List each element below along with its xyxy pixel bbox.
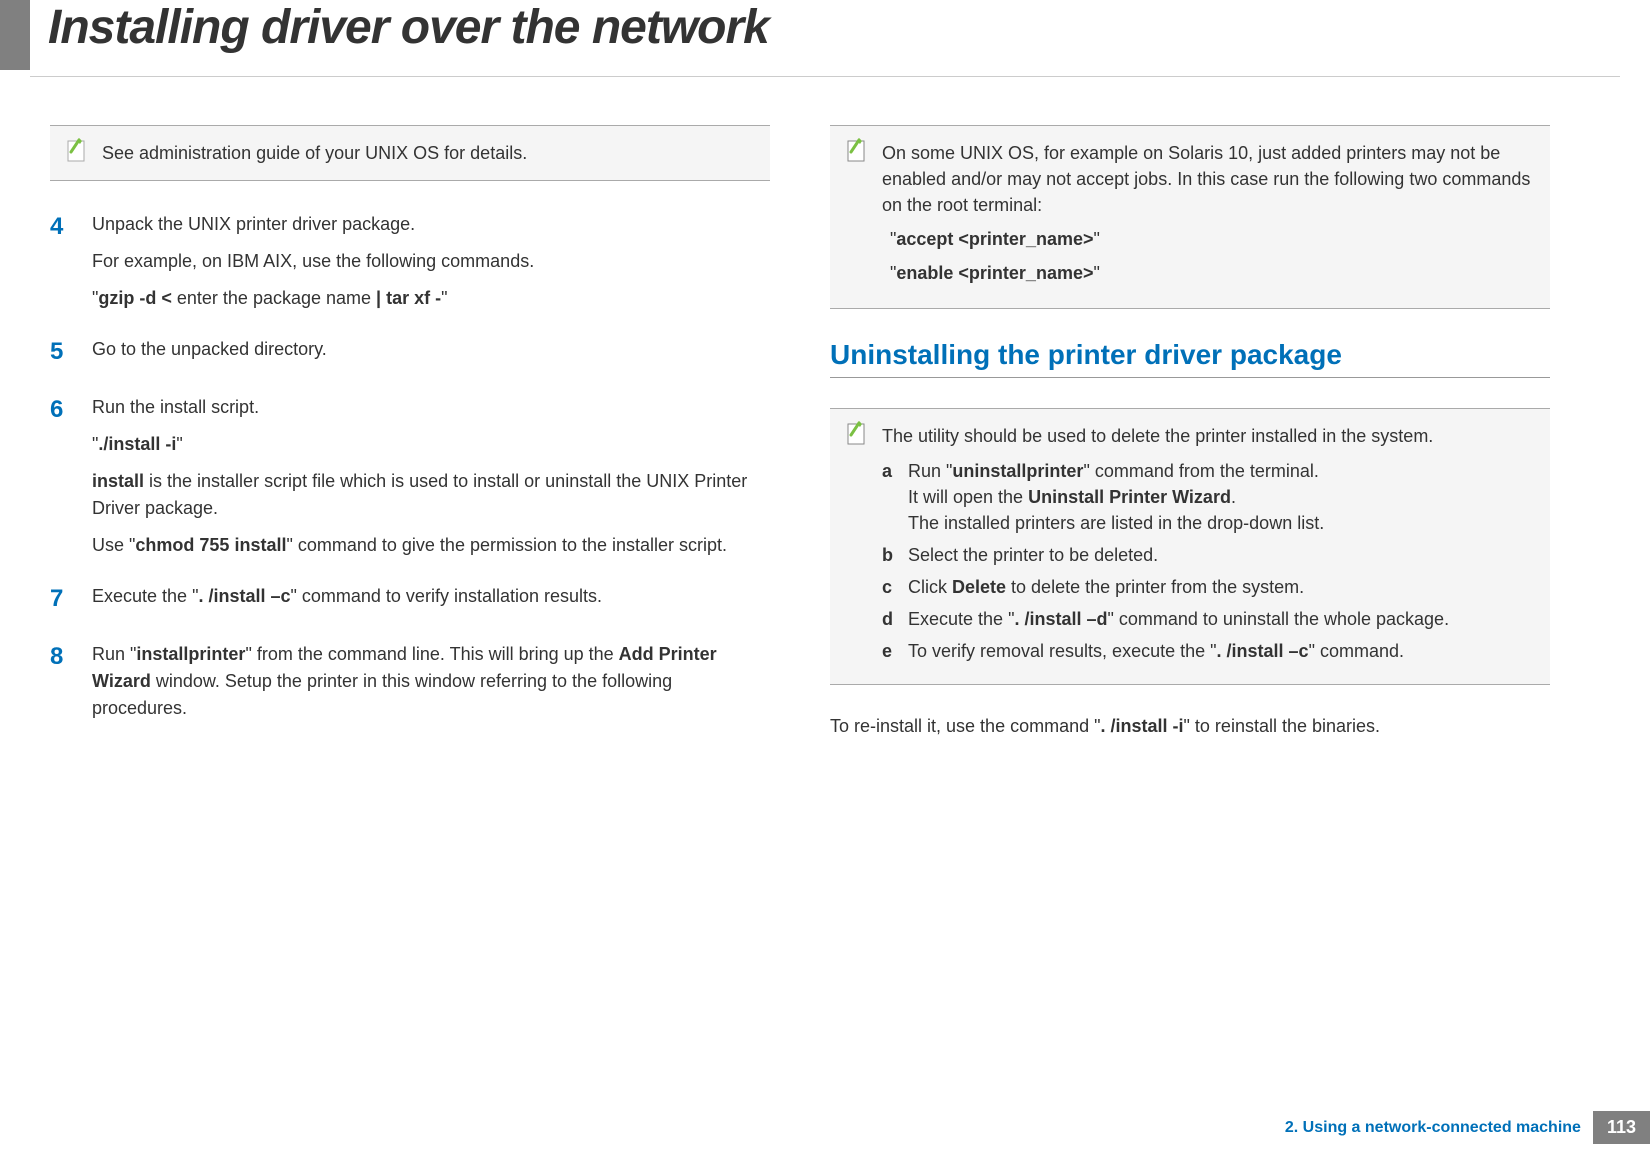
note-box-3: The utility should be used to delete the…	[830, 408, 1550, 685]
step-content: Execute the ". /install –c" command to v…	[92, 581, 770, 617]
substep-content: Execute the ". /install –d" command to u…	[908, 606, 1532, 632]
substep-d: d Execute the ". /install –d" command to…	[882, 606, 1532, 632]
substep-e: e To verify removal results, execute the…	[882, 638, 1532, 664]
content-area: See administration guide of your UNIX OS…	[0, 95, 1650, 760]
note-icon	[842, 136, 870, 164]
step-content: Go to the unpacked directory.	[92, 334, 770, 370]
step-text: Run the install script.	[92, 394, 770, 421]
page-footer: 2. Using a network-connected machine 113	[1285, 1111, 1650, 1144]
section-underline	[830, 377, 1550, 378]
step-number: 7	[50, 581, 92, 617]
body-text: To re-install it, use the command ". /in…	[830, 713, 1550, 740]
substep-letter: c	[882, 574, 908, 600]
step-number: 4	[50, 209, 92, 312]
section-heading: Uninstalling the printer driver package	[830, 339, 1550, 371]
step-5: 5 Go to the unpacked directory.	[50, 334, 770, 370]
step-text: "./install -i"	[92, 431, 770, 458]
note-box-1: See administration guide of your UNIX OS…	[50, 125, 770, 181]
note-icon	[62, 136, 90, 164]
footer-page-number: 113	[1593, 1111, 1650, 1144]
step-content: Run the install script. "./install -i" i…	[92, 392, 770, 559]
note-command: "enable <printer_name>"	[890, 260, 1532, 286]
note-intro: The utility should be used to delete the…	[882, 423, 1532, 449]
step-content: Unpack the UNIX printer driver package. …	[92, 209, 770, 312]
substep-c: c Click Delete to delete the printer fro…	[882, 574, 1532, 600]
step-6: 6 Run the install script. "./install -i"…	[50, 392, 770, 559]
step-text: Unpack the UNIX printer driver package.	[92, 211, 770, 238]
left-column: See administration guide of your UNIX OS…	[50, 125, 770, 760]
step-text: install is the installer script file whi…	[92, 468, 770, 522]
step-text: For example, on IBM AIX, use the followi…	[92, 248, 770, 275]
substep-letter: e	[882, 638, 908, 664]
step-text: Execute the ". /install –c" command to v…	[92, 583, 770, 610]
footer-chapter: 2. Using a network-connected machine	[1285, 1119, 1581, 1137]
substep-a: a Run "uninstallprinter" command from th…	[882, 458, 1532, 536]
step-content: Run "installprinter" from the command li…	[92, 639, 770, 722]
page-title: Installing driver over the network	[48, 0, 769, 55]
step-number: 8	[50, 639, 92, 722]
substep-content: Click Delete to delete the printer from …	[908, 574, 1532, 600]
step-text: Go to the unpacked directory.	[92, 336, 770, 363]
substep-content: Select the printer to be deleted.	[908, 542, 1532, 568]
step-number: 6	[50, 392, 92, 559]
step-text: Use "chmod 755 install" command to give …	[92, 532, 770, 559]
note-text: On some UNIX OS, for example on Solaris …	[882, 140, 1532, 218]
substep-content: To verify removal results, execute the "…	[908, 638, 1532, 664]
header-divider	[30, 76, 1620, 77]
substep-content: Run "uninstallprinter" command from the …	[908, 458, 1532, 536]
step-7: 7 Execute the ". /install –c" command to…	[50, 581, 770, 617]
note-icon	[842, 419, 870, 447]
step-number: 5	[50, 334, 92, 370]
note-text: See administration guide of your UNIX OS…	[102, 143, 527, 163]
step-4: 4 Unpack the UNIX printer driver package…	[50, 209, 770, 312]
page-header: Installing driver over the network	[0, 0, 1650, 95]
header-accent-bar	[0, 0, 30, 70]
step-8: 8 Run "installprinter" from the command …	[50, 639, 770, 722]
substep-letter: a	[882, 458, 908, 536]
substep-letter: d	[882, 606, 908, 632]
right-column: On some UNIX OS, for example on Solaris …	[830, 125, 1550, 760]
step-text: "gzip -d < enter the package name | tar …	[92, 285, 770, 312]
note-command: "accept <printer_name>"	[890, 226, 1532, 252]
substep-b: b Select the printer to be deleted.	[882, 542, 1532, 568]
substep-letter: b	[882, 542, 908, 568]
note-box-2: On some UNIX OS, for example on Solaris …	[830, 125, 1550, 309]
step-text: Run "installprinter" from the command li…	[92, 641, 770, 722]
